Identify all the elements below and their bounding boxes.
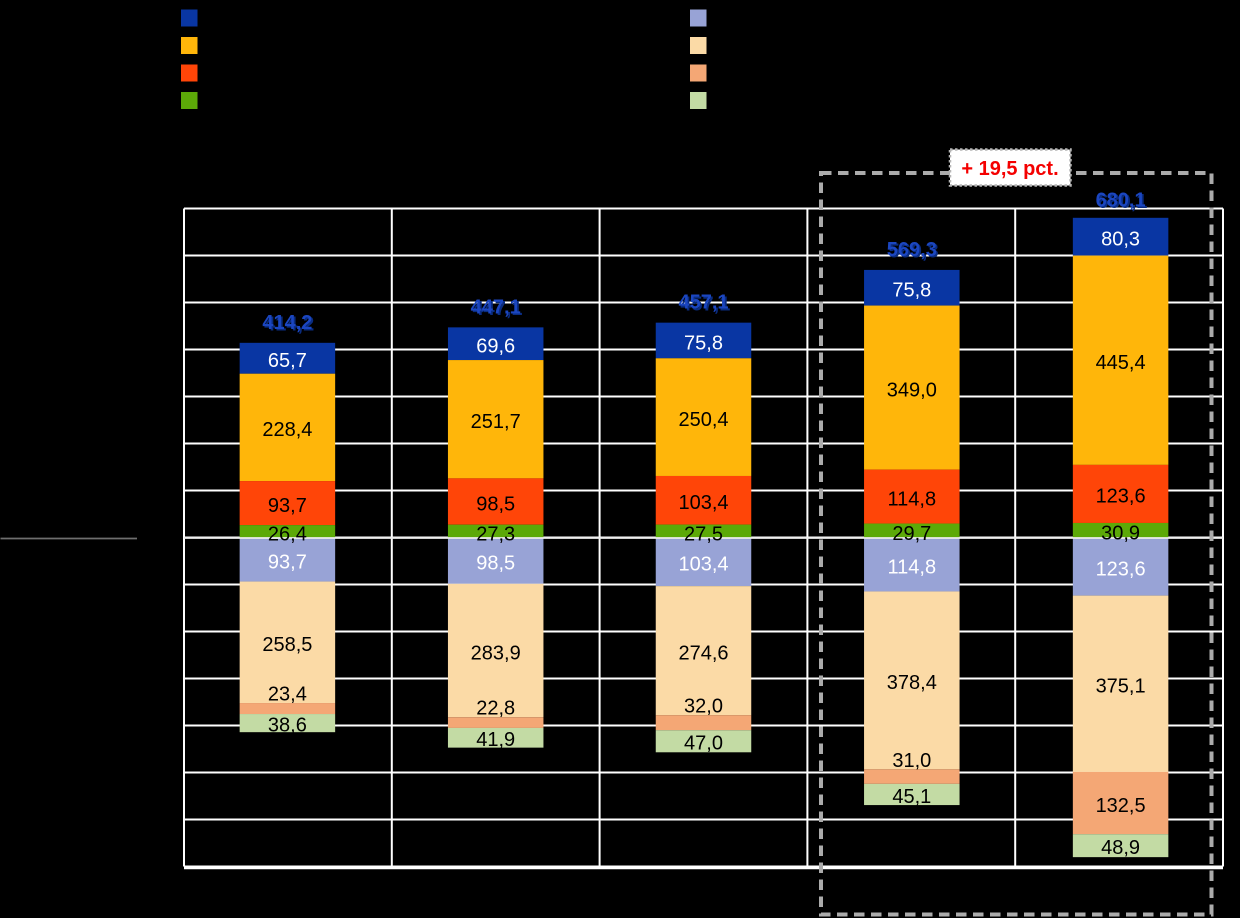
svg-text:30,9: 30,9	[1101, 523, 1140, 545]
svg-text:258,5: 258,5	[262, 634, 312, 656]
svg-text:445,4: 445,4	[1096, 352, 1146, 374]
svg-text:414,2: 414,2	[262, 312, 312, 334]
svg-text:569,3: 569,3	[887, 239, 937, 261]
svg-text:228,4: 228,4	[262, 419, 312, 441]
svg-text:93,7: 93,7	[268, 551, 307, 573]
svg-text:47,0: 47,0	[684, 733, 723, 755]
svg-text:31,0: 31,0	[892, 750, 931, 772]
svg-text:103,4: 103,4	[678, 492, 728, 514]
svg-text:26,4: 26,4	[268, 524, 307, 546]
svg-text:65,7: 65,7	[268, 350, 307, 372]
svg-text:349,0: 349,0	[887, 379, 937, 401]
svg-text:569,3: 569,3	[889, 241, 939, 263]
svg-text:114,8: 114,8	[888, 556, 937, 578]
svg-text:27,5: 27,5	[684, 523, 723, 545]
svg-text:23,4: 23,4	[268, 684, 307, 706]
svg-text:29,7: 29,7	[892, 523, 931, 545]
svg-text:283,9: 283,9	[471, 642, 521, 664]
svg-text:123,6: 123,6	[1096, 486, 1146, 508]
svg-text:414,2: 414,2	[264, 314, 314, 336]
svg-text:132,5: 132,5	[1096, 795, 1146, 817]
svg-text:680,1: 680,1	[1096, 189, 1146, 211]
svg-text:45,1: 45,1	[892, 786, 931, 808]
svg-text:378,4: 378,4	[887, 672, 937, 694]
svg-text:98,5: 98,5	[476, 493, 515, 515]
svg-text:274,6: 274,6	[678, 642, 728, 664]
svg-text:+ 19,5 pct.: + 19,5 pct.	[961, 158, 1058, 180]
svg-text:98,5: 98,5	[476, 552, 515, 574]
svg-text:457,1: 457,1	[680, 294, 730, 316]
svg-text:75,8: 75,8	[684, 332, 723, 354]
svg-text:375,1: 375,1	[1096, 676, 1146, 698]
svg-text:114,8: 114,8	[888, 488, 937, 510]
svg-text:123,6: 123,6	[1096, 558, 1146, 580]
svg-text:93,7: 93,7	[268, 495, 307, 517]
svg-text:251,7: 251,7	[471, 411, 521, 433]
svg-text:447,1: 447,1	[472, 298, 522, 320]
svg-text:103,4: 103,4	[678, 554, 728, 576]
svg-text:32,0: 32,0	[684, 696, 723, 718]
svg-text:447,1: 447,1	[471, 296, 521, 318]
svg-text:75,8: 75,8	[892, 280, 931, 302]
svg-text:38,6: 38,6	[268, 714, 307, 736]
svg-text:457,1: 457,1	[678, 292, 728, 314]
svg-text:680,1: 680,1	[1097, 191, 1147, 213]
svg-text:80,3: 80,3	[1101, 229, 1140, 251]
svg-text:41,9: 41,9	[476, 729, 515, 751]
svg-text:69,6: 69,6	[476, 336, 515, 358]
svg-text:22,8: 22,8	[476, 698, 515, 720]
svg-text:48,9: 48,9	[1101, 837, 1140, 859]
svg-text:27,3: 27,3	[476, 523, 515, 545]
svg-text:250,4: 250,4	[678, 409, 728, 431]
